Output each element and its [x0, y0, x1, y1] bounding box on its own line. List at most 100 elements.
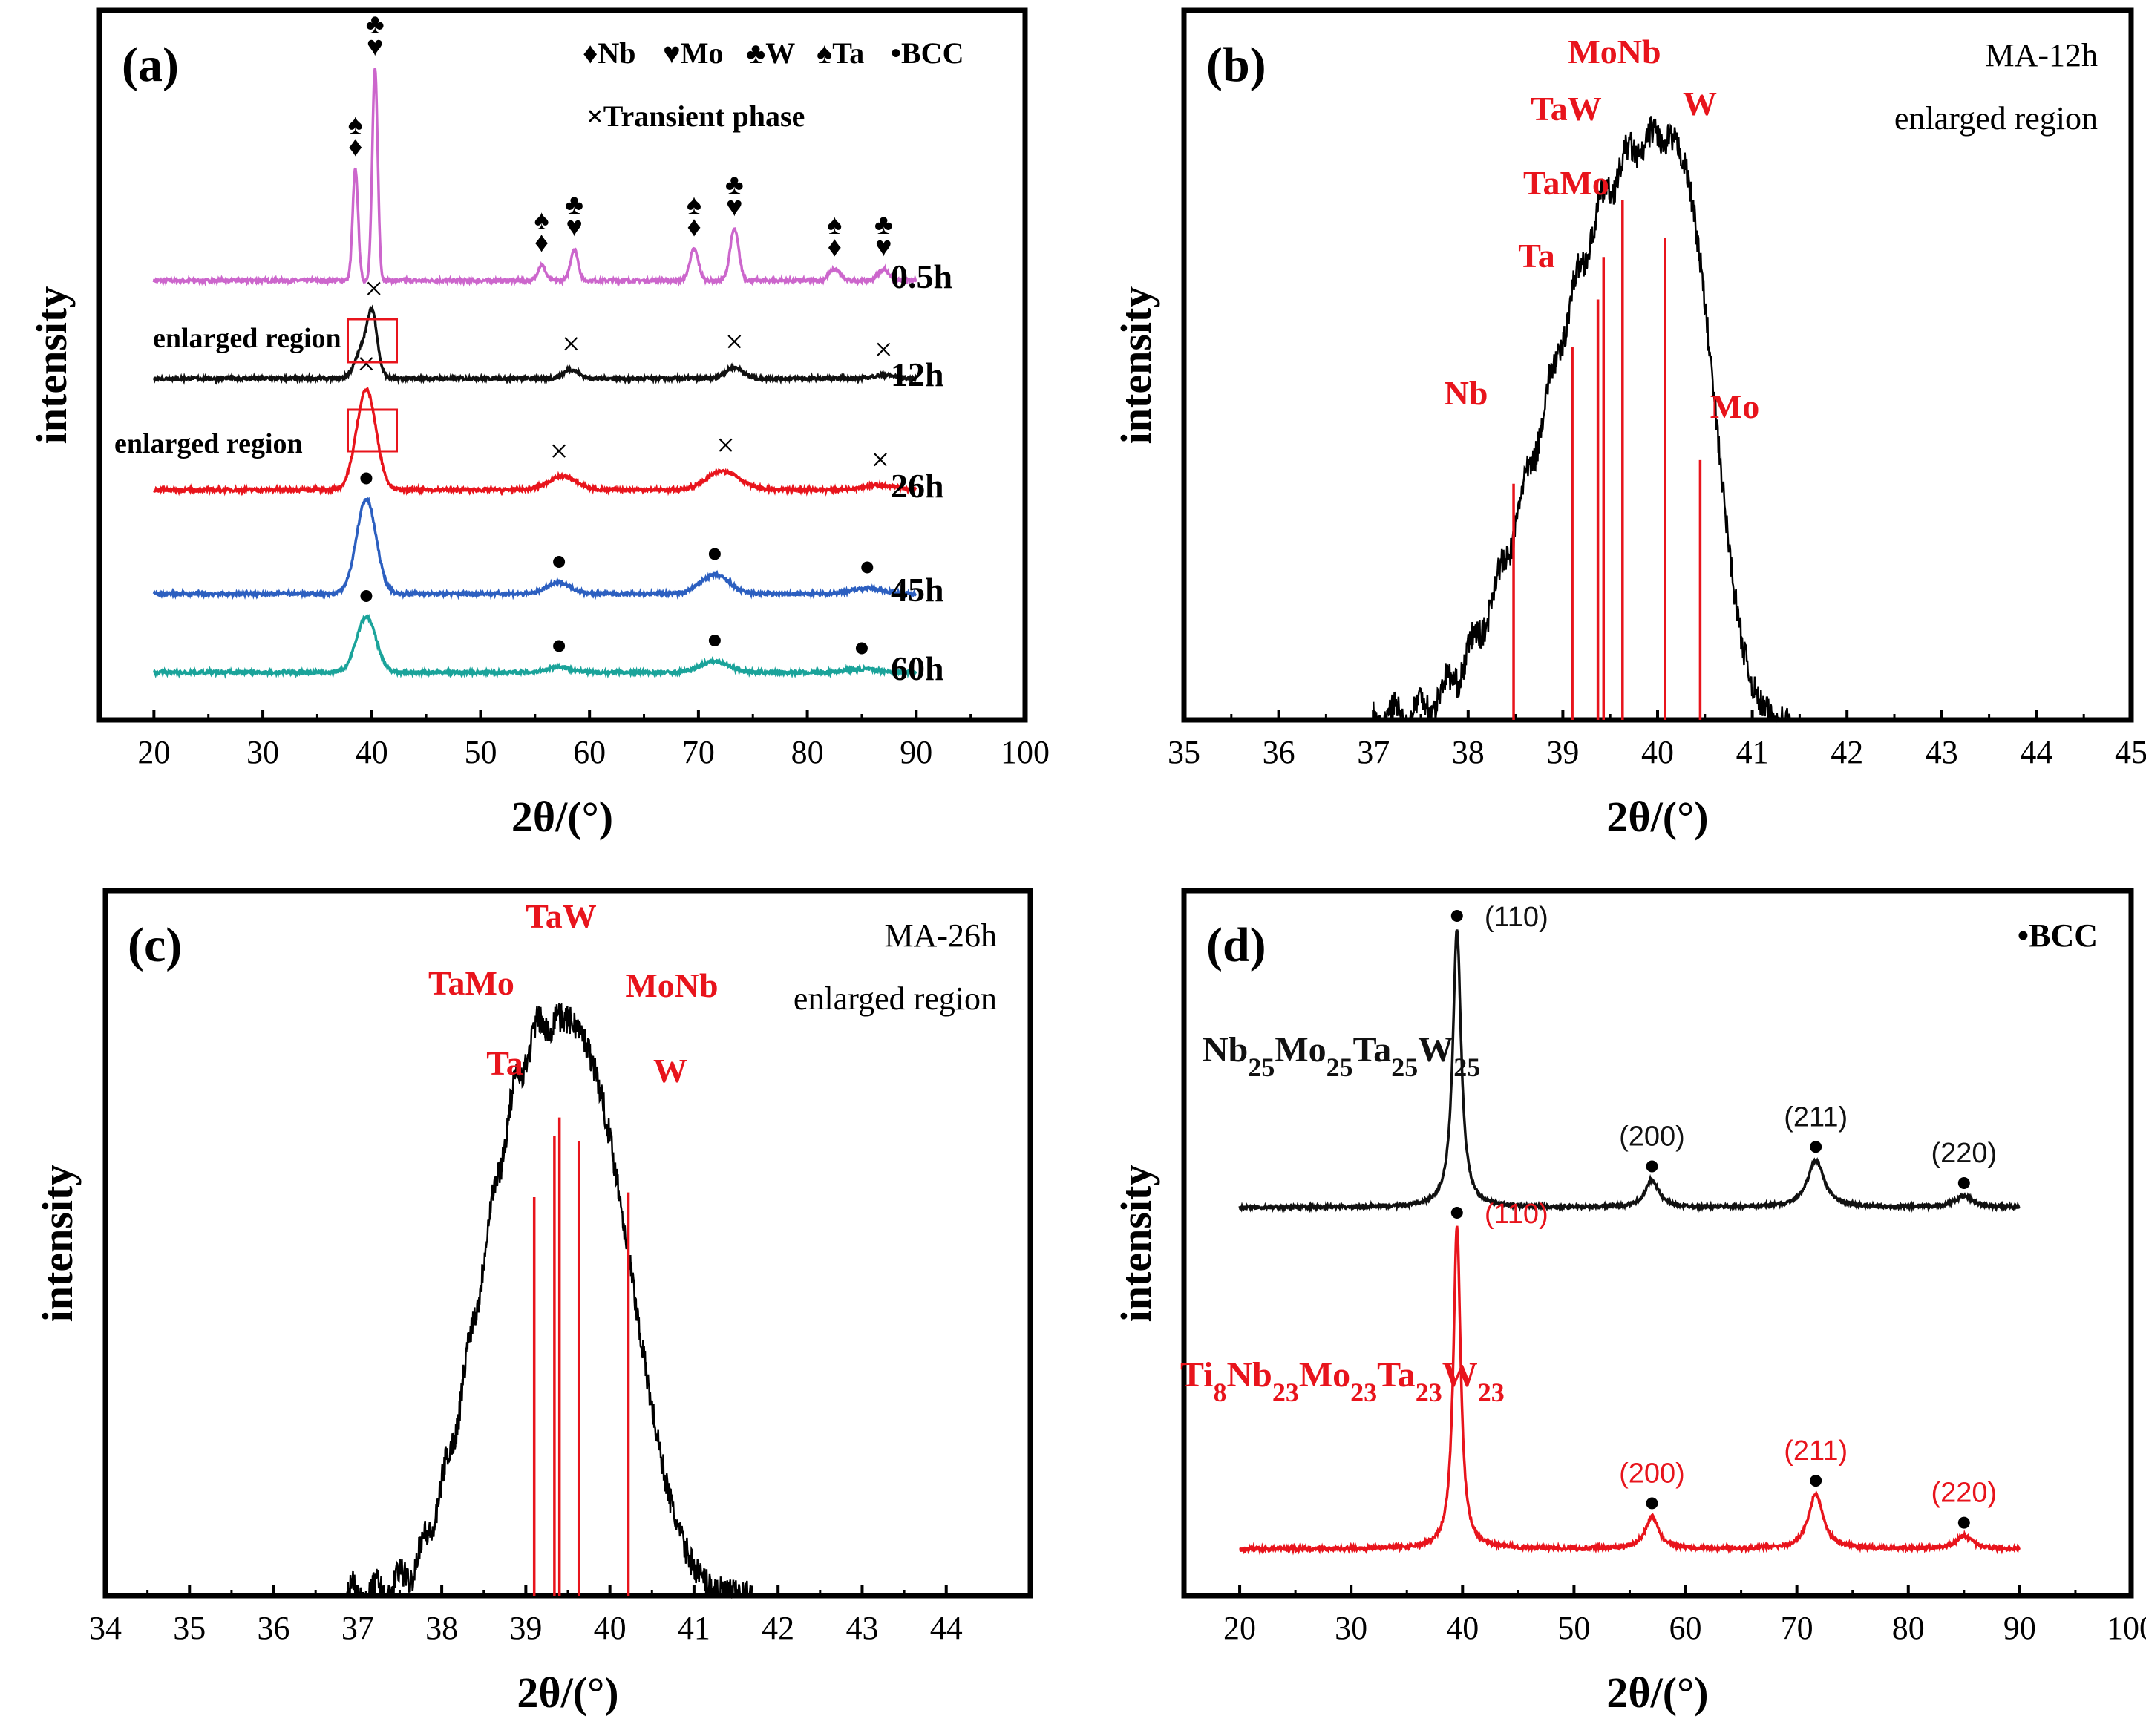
reference-label-TaMo: TaMo — [428, 964, 514, 1002]
peak-index-label: (110) — [1485, 1199, 1548, 1230]
peak-marker: ♦ — [828, 232, 842, 263]
peak-marker-transient: × — [550, 433, 569, 469]
y-axis-label: intensity — [27, 286, 76, 445]
peak-marker: ♣ — [874, 209, 893, 240]
enlarged-label-12h: enlarged region — [153, 323, 341, 354]
legend-entry: ♠Ta — [817, 36, 864, 70]
x-tick-label: 70 — [682, 734, 715, 770]
series-name-label: Nb25Mo25Ta25W25 — [1203, 1030, 1480, 1082]
y-axis-label: intensity — [33, 1165, 82, 1323]
x-tick-label: 38 — [425, 1610, 458, 1646]
reference-label-Nb: Nb — [1445, 374, 1488, 412]
annotation-region: enlarged region — [1894, 100, 2098, 137]
reference-label-Ta: Ta — [486, 1044, 523, 1082]
x-tick-label: 41 — [1736, 734, 1769, 770]
series-label: 12h — [891, 356, 944, 393]
x-tick-label: 50 — [464, 734, 497, 770]
x-tick-label: 20 — [1223, 1610, 1256, 1646]
x-tick-label: 40 — [1641, 734, 1674, 770]
series-line-Ti8Nb23Mo23Ta23W23 — [1239, 1225, 2021, 1556]
peak-marker: ♦ — [534, 227, 549, 258]
peak-marker: ♥ — [875, 232, 892, 263]
peak-marker-bcc — [1957, 1177, 1970, 1189]
series-label: 45h — [891, 571, 944, 609]
peak-marker-bcc — [1957, 1516, 1970, 1529]
x-tick-label: 36 — [258, 1610, 290, 1646]
legend-entry: ♣W — [746, 36, 795, 70]
series-name-label: Ti8Nb23Mo23Ta23W23 — [1180, 1355, 1505, 1407]
x-tick-label: 41 — [678, 1610, 710, 1646]
peak-marker-bcc — [1810, 1475, 1822, 1487]
peak-marker-bcc — [360, 590, 373, 602]
panel-a: 20 30 40 50 60 70 80 90 100 2θ/(°) intensity (a) ♦Nb… — [27, 7, 1050, 841]
peak-marker-transient: × — [357, 346, 376, 382]
series-line — [1372, 116, 1791, 723]
peak-marker: ♥ — [726, 191, 743, 223]
peak-index-label: (211) — [1784, 1101, 1848, 1133]
x-tick-label: 45 — [2115, 734, 2146, 770]
x-axis-label: 2θ/(°) — [517, 1668, 618, 1717]
peak-marker-bcc — [1450, 1207, 1463, 1219]
x-tick-label: 43 — [1926, 734, 1958, 770]
peak-index-label: (220) — [1931, 1478, 1997, 1509]
x-tick-label: 20 — [137, 734, 170, 770]
x-tick-label: 34 — [89, 1610, 122, 1646]
peak-marker-bcc — [1646, 1497, 1658, 1510]
x-tick-label: 44 — [2020, 734, 2052, 770]
peak-marker-transient: × — [364, 270, 383, 307]
annotation-sample: MA-26h — [884, 917, 997, 954]
series-line-60h — [152, 613, 917, 679]
peak-marker: ♠ — [827, 209, 842, 240]
peak-marker-transient: × — [562, 326, 580, 362]
panel-b: 35 36 37 38 39 40 41 42 43 44 45 2θ/(°) intensity (b)… — [1112, 7, 2146, 841]
peak-marker-transient: × — [871, 442, 889, 478]
enlarged-box-26h — [346, 408, 399, 453]
series-line — [341, 1003, 753, 1599]
peak-marker: ♥ — [566, 212, 583, 243]
peak-marker: ♣ — [565, 189, 583, 220]
x-tick-label: 38 — [1452, 734, 1485, 770]
peak-marker-bcc — [855, 642, 868, 655]
legend-bcc: •BCC — [2018, 917, 2098, 954]
peak-marker-bcc — [708, 548, 721, 560]
x-tick-label: 30 — [246, 734, 279, 770]
peak-marker-bcc — [553, 640, 566, 652]
enlarged-label-26h: enlarged region — [114, 428, 303, 459]
peak-index-label: (200) — [1619, 1458, 1685, 1490]
peak-index-label: (110) — [1485, 902, 1548, 933]
enlarged-box-12h — [346, 318, 399, 364]
panel-label: (d) — [1206, 918, 1266, 972]
peak-marker-bcc — [360, 472, 373, 485]
peak-marker: ♣ — [725, 169, 744, 200]
x-tick-label: 37 — [1357, 734, 1390, 770]
annotation-sample: MA-12h — [1985, 37, 2098, 73]
x-tick-label: 43 — [845, 1610, 878, 1646]
peak-marker-transient: × — [716, 428, 735, 464]
y-axis-label: intensity — [1112, 1165, 1160, 1323]
panel-c: 34 35 36 37 38 39 40 41 42 43 44 2θ/(°) intensity (c)… — [33, 888, 1033, 1717]
panel-label: (a) — [122, 38, 179, 92]
x-tick-label: 42 — [1831, 734, 1863, 770]
series-line-Nb25Mo25Ta25W25 — [1238, 929, 2021, 1213]
x-axis-label: 2θ/(°) — [1606, 1668, 1708, 1717]
reference-label-W: W — [653, 1052, 687, 1090]
x-tick-label: 42 — [762, 1610, 794, 1646]
legend-entry: •BCC — [891, 36, 964, 70]
x-tick-label: 40 — [356, 734, 388, 770]
peak-marker-bcc — [1810, 1141, 1822, 1153]
peak-marker: ♦ — [348, 131, 362, 163]
peak-marker-transient: × — [874, 332, 893, 368]
x-tick-label: 80 — [791, 734, 824, 770]
reference-label-Mo: Mo — [1710, 387, 1759, 425]
x-tick-label: 39 — [1546, 734, 1579, 770]
x-tick-label: 35 — [173, 1610, 206, 1646]
panel-d: 20 30 40 50 60 70 80 90 100 2θ/(°) intensity (d) •BC… — [1112, 888, 2146, 1717]
y-axis-label: intensity — [1112, 286, 1160, 445]
x-tick-label: 100 — [2107, 1610, 2146, 1646]
plot-frame — [1181, 888, 2134, 1599]
x-tick-label: 50 — [1557, 1610, 1590, 1646]
x-tick-label: 30 — [1335, 1610, 1367, 1646]
peak-index-label: (200) — [1619, 1121, 1685, 1153]
peak-marker: ♠ — [534, 205, 549, 236]
